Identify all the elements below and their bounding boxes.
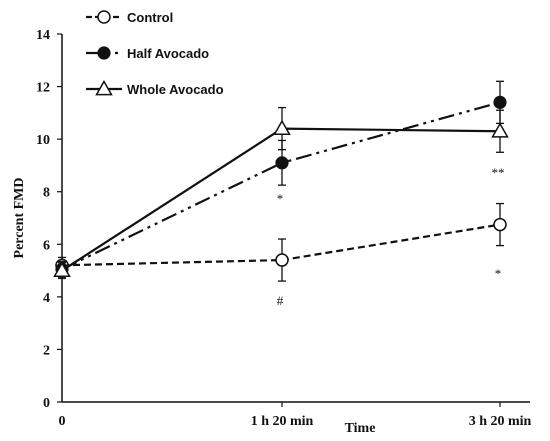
y-tick-label: 10 <box>36 133 50 148</box>
y-tick-label: 12 <box>36 81 50 96</box>
open-triangle-marker <box>491 122 509 138</box>
x-tick-label: 0 <box>59 414 66 429</box>
annotation-layer: #**** <box>277 165 505 308</box>
legend-label: Control <box>127 10 173 25</box>
significance-marker: ** <box>492 165 505 180</box>
y-tick-label: 14 <box>36 28 50 43</box>
x-tick-label: 3 h 20 min <box>469 414 532 429</box>
x-axis-title: Time <box>345 421 376 436</box>
significance-marker: * <box>495 266 502 281</box>
open-circle-marker <box>97 10 111 24</box>
chart-legend: Control Half Avocado Whole Avocado <box>86 10 224 97</box>
series-whole-avocado <box>53 106 509 280</box>
significance-marker: * <box>277 191 284 206</box>
legend-label: Half Avocado <box>127 46 209 61</box>
open-circle-marker <box>493 217 507 232</box>
series-control <box>55 202 507 282</box>
y-tick-label: 8 <box>43 186 50 201</box>
series-layer <box>53 80 509 282</box>
series-half-avocado <box>55 80 507 278</box>
y-tick-label: 4 <box>43 291 50 306</box>
significance-marker: # <box>277 293 284 308</box>
legend-label: Whole Avocado <box>127 82 224 97</box>
filled-circle-marker <box>493 95 507 109</box>
filled-circle-marker <box>97 46 111 60</box>
open-circle-marker <box>275 253 289 267</box>
y-tick-label: 2 <box>43 343 50 358</box>
y-tick-label: 0 <box>43 396 50 411</box>
y-tick-label: 6 <box>43 238 50 253</box>
filled-circle-marker <box>275 156 289 170</box>
x-tick-label: 1 h 20 min <box>251 414 314 429</box>
open-triangle-marker <box>53 261 71 277</box>
x-tick-layer: 0 1 h 20 min 3 h 20 min <box>59 402 532 429</box>
open-triangle-marker <box>95 79 113 96</box>
y-tick-layer: 0 2 4 6 8 10 12 14 <box>36 28 62 411</box>
y-axis-title: Percent FMD <box>12 178 27 259</box>
open-triangle-marker <box>273 119 291 136</box>
